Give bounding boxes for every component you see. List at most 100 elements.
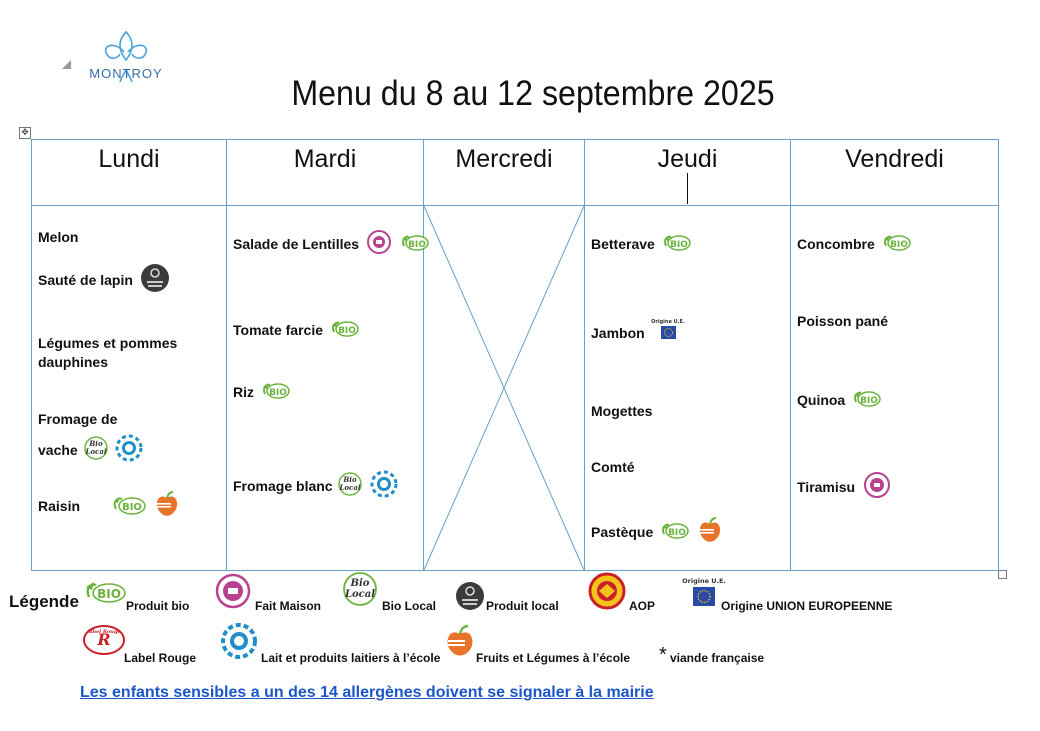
svg-text:Bio: Bio bbox=[88, 439, 103, 448]
logo-text: MONTROY bbox=[89, 66, 163, 81]
legend-label: Label Rouge bbox=[124, 651, 197, 665]
legend-item-origine-ue: Origine U.E. bbox=[682, 577, 726, 612]
aop-icon bbox=[585, 572, 629, 612]
svg-text:BIO: BIO bbox=[668, 528, 686, 538]
dish-item: Jambon Origine U.E. bbox=[591, 318, 685, 347]
menu-row: Melon Sauté de lapin Légumes et pommes d… bbox=[31, 205, 999, 571]
produit-local-icon bbox=[454, 582, 486, 613]
svg-text:BIO: BIO bbox=[408, 240, 426, 250]
svg-text:R: R bbox=[96, 630, 110, 649]
dish-item: Comté bbox=[591, 459, 635, 476]
svg-text:Local: Local bbox=[344, 589, 375, 600]
svg-text:Local: Local bbox=[84, 447, 106, 456]
dish-item: Tomate farcie BIO bbox=[233, 318, 359, 341]
legend-label: Fruits et Légumes à l’école bbox=[476, 651, 631, 665]
asterisk-icon: * bbox=[659, 644, 667, 666]
lait-ecole-icon bbox=[218, 620, 260, 665]
svg-text:label Rouge: label Rouge bbox=[87, 629, 120, 635]
dish-item: Tiramisu bbox=[797, 472, 893, 501]
day-cell-vendredi: Concombre BIO Poisson pané Quinoa BIO Ti… bbox=[790, 205, 999, 571]
legend-item-fruits-ecole bbox=[440, 624, 478, 661]
lait-ecole-icon bbox=[113, 432, 145, 467]
svg-text:Origine U.E.: Origine U.E. bbox=[682, 577, 726, 585]
bio-icon: BIO bbox=[260, 380, 290, 403]
menu-table: Lundi Mardi Mercredi Jeudi Vendredi Melo… bbox=[31, 139, 999, 571]
produit-local-icon bbox=[139, 264, 171, 295]
dish-item: Quinoa BIO bbox=[797, 388, 881, 411]
fait-maison-icon bbox=[212, 573, 254, 611]
legend-label: Produit bio bbox=[126, 599, 190, 613]
svg-text:BIO: BIO bbox=[269, 388, 287, 398]
day-cell-mardi: Salade de Lentilles BIO Tomate farcie BI… bbox=[226, 205, 429, 571]
svg-text:Bio: Bio bbox=[343, 475, 358, 484]
lait-ecole-icon bbox=[368, 468, 400, 503]
legend-item-lait-ecole bbox=[216, 620, 260, 665]
allergen-notice-link[interactable]: Les enfants sensibles a un des 14 allerg… bbox=[80, 684, 654, 701]
legend-label: AOP bbox=[629, 599, 656, 613]
day-cell-mercredi bbox=[423, 205, 585, 571]
montroy-logo: MONTROY bbox=[84, 30, 168, 98]
table-move-handle[interactable]: ✥ bbox=[19, 127, 31, 139]
bio-local-icon: Bio Local bbox=[338, 470, 363, 501]
bio-icon: BIO bbox=[881, 232, 911, 255]
bio-icon: BIO bbox=[110, 493, 146, 518]
legend-title: Légende bbox=[9, 592, 79, 611]
fait-maison-icon bbox=[365, 230, 393, 257]
day-cell-jeudi: Betterave BIO Jambon Origine U.E. Mogett… bbox=[584, 205, 791, 571]
day-header-lundi: Lundi bbox=[31, 139, 227, 206]
legend-label: Produit local bbox=[486, 599, 559, 613]
svg-text:BIO: BIO bbox=[860, 396, 878, 406]
legend-label: Lait et produits laitiers à l’école bbox=[261, 651, 441, 665]
dish-item: vache Bio Local bbox=[38, 432, 145, 467]
origine-ue-icon: Origine U.E. bbox=[651, 318, 685, 347]
legend-label: Fait Maison bbox=[255, 599, 322, 613]
svg-text:BIO: BIO bbox=[670, 240, 688, 250]
bio-local-icon: Bio Local bbox=[83, 434, 108, 465]
bio-icon: BIO bbox=[82, 578, 126, 607]
svg-text:BIO: BIO bbox=[97, 587, 121, 601]
dish-item: Poisson pané bbox=[797, 313, 889, 330]
legend-item-bio-local: Bio Local bbox=[340, 571, 378, 610]
table-resize-handle[interactable] bbox=[998, 570, 1007, 579]
legend-item-bio: BIO bbox=[80, 578, 126, 607]
bio-icon: BIO bbox=[851, 388, 881, 411]
dish-item: Mogettes bbox=[591, 403, 653, 420]
day-header-row: Lundi Mardi Mercredi Jeudi Vendredi bbox=[31, 139, 999, 206]
dish-item: Betterave BIO bbox=[591, 232, 691, 255]
day-cell-lundi: Melon Sauté de lapin Légumes et pommes d… bbox=[31, 205, 227, 571]
svg-text:BIO: BIO bbox=[890, 240, 908, 250]
dish-item: Pastèque BIO bbox=[591, 516, 725, 547]
fruits-ecole-icon bbox=[442, 624, 478, 661]
fruits-ecole-icon bbox=[152, 490, 182, 521]
text-cursor bbox=[687, 173, 688, 204]
collapse-marker bbox=[62, 60, 71, 69]
dish-item: Salade de Lentilles BIO bbox=[233, 230, 429, 257]
no-service-cross bbox=[423, 205, 585, 571]
svg-text:Local: Local bbox=[339, 483, 361, 492]
svg-text:Origine U.E.: Origine U.E. bbox=[651, 319, 685, 325]
svg-text:Bio: Bio bbox=[350, 578, 370, 589]
fruits-ecole-icon bbox=[695, 516, 725, 547]
dish-item: Riz BIO bbox=[233, 380, 290, 403]
legend-label: Bio Local bbox=[382, 599, 437, 613]
page-title: Menu du 8 au 12 septembre 2025 bbox=[291, 74, 775, 113]
legend-label: Origine UNION EUROPEENNE bbox=[721, 599, 893, 613]
dish-item: dauphines bbox=[38, 354, 109, 371]
dish-item: Raisin BIO bbox=[38, 490, 182, 521]
dish-item: Fromage blanc Bio Local bbox=[233, 468, 400, 503]
dish-item: Concombre BIO bbox=[797, 232, 911, 255]
day-header-mercredi: Mercredi bbox=[423, 139, 585, 206]
dish-item: Sauté de lapin bbox=[38, 264, 171, 295]
svg-text:BIO: BIO bbox=[338, 326, 356, 336]
legend-item-aop bbox=[583, 572, 629, 612]
bio-icon: BIO bbox=[661, 232, 691, 255]
legend-item-produit-local bbox=[452, 582, 486, 613]
bio-icon: BIO bbox=[659, 520, 689, 543]
bio-local-icon: Bio Local bbox=[342, 571, 378, 610]
day-header-mardi: Mardi bbox=[226, 139, 424, 206]
legend-item-fait-maison bbox=[210, 573, 254, 611]
legend-label: viande française bbox=[670, 651, 765, 665]
origine-ue-icon: Origine U.E. bbox=[682, 577, 726, 612]
